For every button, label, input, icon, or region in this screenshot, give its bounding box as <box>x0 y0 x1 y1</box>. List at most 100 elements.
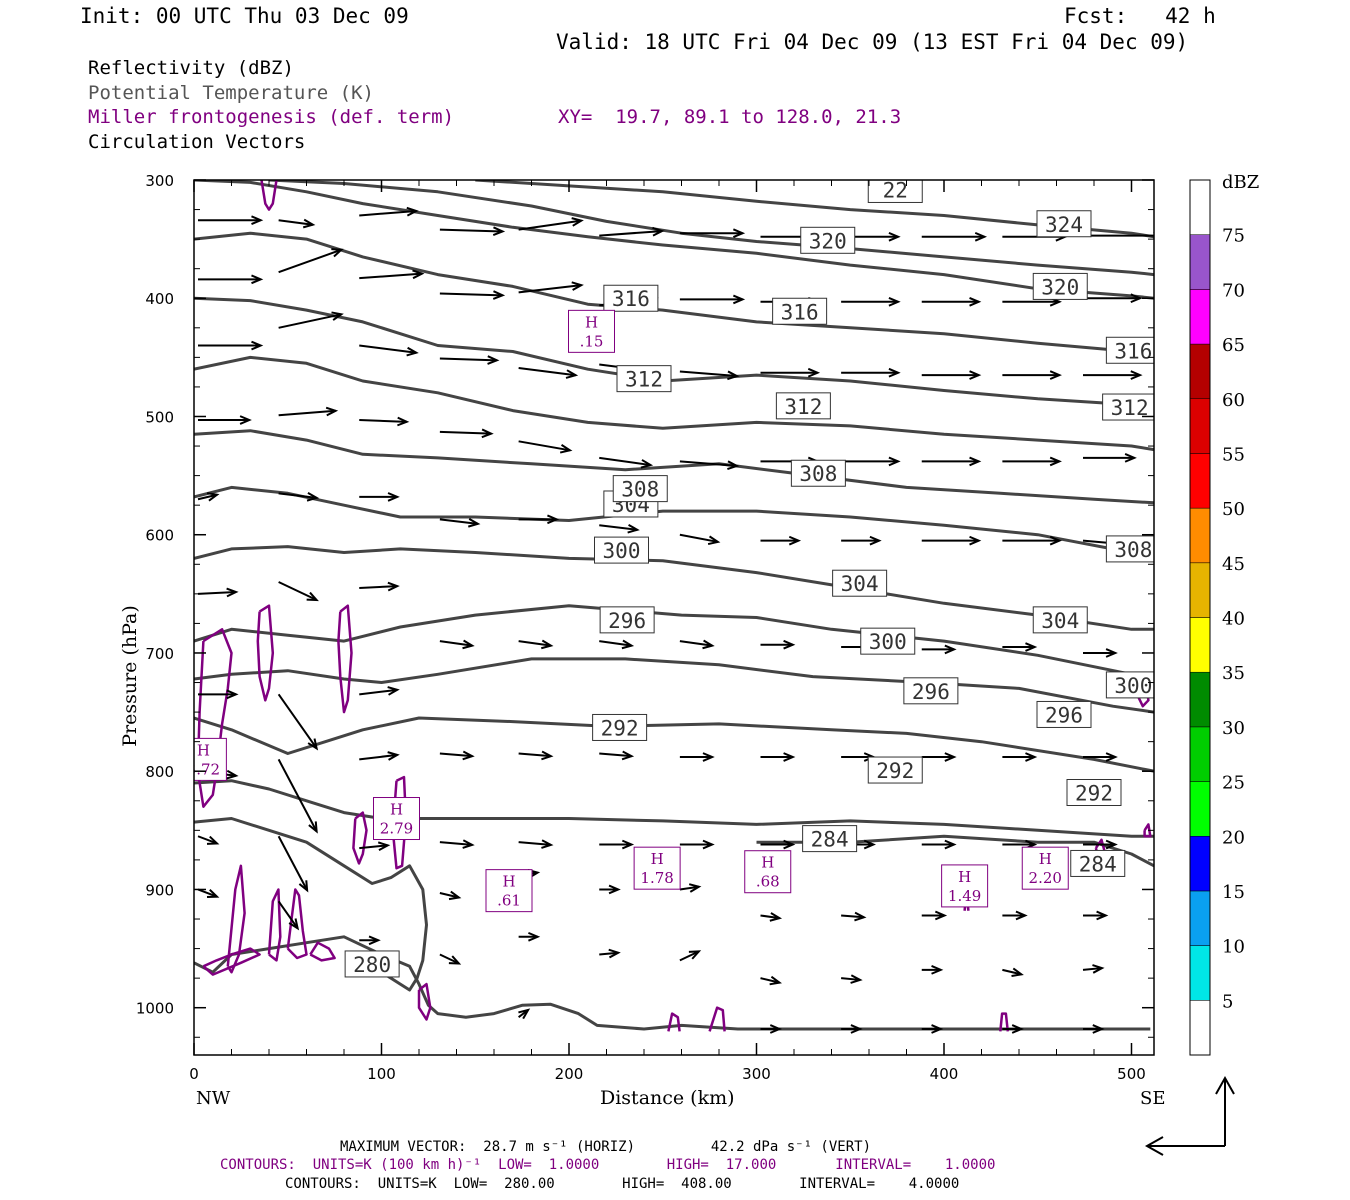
circulation-vector <box>518 1008 531 1020</box>
y-tick-label: 1000 <box>136 1000 174 1018</box>
vector-shaft <box>278 581 318 601</box>
vector-head <box>783 752 796 762</box>
theta-contour-332 <box>268 180 1154 277</box>
vector-head <box>732 228 746 239</box>
y-tick-label: 300 <box>145 172 174 190</box>
circulation-vector <box>760 535 802 546</box>
colorbar-segment <box>1189 617 1211 673</box>
circulation-vector <box>599 639 635 650</box>
vector-head <box>331 311 344 321</box>
colorbar-label: 20 <box>1222 827 1245 848</box>
theta-contour-280 <box>194 935 1151 1031</box>
frontogenesis-max-letter: H <box>761 854 774 872</box>
vector-head <box>1015 910 1028 921</box>
circulation-vector <box>1083 839 1118 850</box>
circulation-vector <box>518 217 584 231</box>
y-tick-label: 800 <box>145 763 174 781</box>
theta-label-box <box>612 475 668 503</box>
theta-label: 320 <box>1032 272 1088 300</box>
vector-head <box>769 1024 783 1034</box>
vector-shaft <box>359 844 388 850</box>
theta-label-text: 304 <box>1041 609 1079 633</box>
vector-shaft <box>277 900 299 929</box>
x-tick-label: 300 <box>742 1065 771 1083</box>
theta-label-box <box>1032 606 1088 634</box>
circulation-vector <box>1002 1024 1024 1034</box>
circulation-vector <box>1083 1024 1105 1034</box>
vector-shaft <box>197 888 218 898</box>
circulation-vector <box>599 456 654 469</box>
circulation-vector <box>679 639 715 650</box>
circulation-vector <box>921 752 957 762</box>
vector-shaft <box>518 219 582 231</box>
circulation-vector <box>359 206 419 217</box>
circulation-vector <box>359 344 419 357</box>
vector-head <box>387 686 400 696</box>
circulation-vector <box>1083 752 1118 762</box>
circulation-vector <box>1002 370 1062 380</box>
vector-shaft <box>760 977 780 984</box>
theta-label: 300 <box>1105 671 1154 699</box>
vector-shaft <box>359 688 398 696</box>
vector-head <box>688 883 702 893</box>
theta-label: 324 <box>1036 210 1092 238</box>
vector-head <box>944 752 957 762</box>
frontogenesis-max-value: 2.20 <box>1029 869 1062 887</box>
circulation-vector <box>679 839 715 850</box>
vector-head <box>863 839 876 850</box>
vector-head <box>888 296 901 307</box>
circulation-vector <box>1002 535 1062 546</box>
circulation-vector <box>518 367 579 379</box>
vector-shaft <box>278 219 313 226</box>
circulation-vector <box>679 752 715 762</box>
vector-shaft <box>359 585 398 589</box>
vector-head <box>783 839 796 850</box>
y-tick-label: 900 <box>145 881 174 899</box>
theta-label-box <box>344 950 400 978</box>
circulation-vector <box>198 274 264 285</box>
x-end-label-left: NW <box>196 1088 231 1109</box>
vector-head <box>931 1024 944 1034</box>
frontogenesis-max-value: .68 <box>756 873 780 891</box>
theta-label-box <box>867 756 923 784</box>
circulation-vector <box>921 370 982 380</box>
vector-key <box>1144 1075 1235 1156</box>
theta-label: 296 <box>903 677 959 705</box>
colorbar-label: 60 <box>1222 390 1245 411</box>
theta-label: 284 <box>802 825 858 853</box>
vector-head <box>931 965 944 975</box>
vector-head <box>640 459 654 469</box>
vector-head <box>226 587 239 598</box>
vector-shaft <box>841 914 865 919</box>
circulation-vector <box>359 751 400 761</box>
vector-head <box>298 880 309 893</box>
vector-shaft <box>277 693 318 749</box>
vector-head <box>969 535 982 546</box>
vector-shaft <box>439 357 497 362</box>
theta-contour-308 <box>194 485 1154 563</box>
circulation-vector <box>599 884 621 895</box>
theta-label-text: 324 <box>1045 213 1083 237</box>
vector-head <box>1124 453 1137 463</box>
vector-head <box>481 428 494 439</box>
field-reflectivity: Reflectivity (dBZ) <box>88 57 294 79</box>
frontogenesis-contour <box>667 1012 681 1032</box>
circulation-vector <box>760 912 783 922</box>
colorbar-segment <box>1189 289 1211 345</box>
theta-label: 300 <box>594 536 649 564</box>
colorbar-label: 15 <box>1222 882 1245 903</box>
plot-frame <box>193 179 1155 1056</box>
frontogenesis-contour <box>267 888 282 962</box>
vector-head <box>888 456 901 467</box>
frontogenesis-max-label: H1.78 <box>633 846 681 890</box>
x-axis-label: Distance (km) <box>600 1087 735 1109</box>
vector-shaft <box>278 492 317 499</box>
colorbar-segment <box>1189 890 1211 946</box>
vector-head <box>934 910 948 921</box>
vector-head <box>1130 370 1143 380</box>
circulation-vector <box>679 533 721 546</box>
theta-contour-304 <box>194 545 1154 631</box>
vector-shaft <box>197 835 218 845</box>
x-tick-label: 200 <box>555 1065 584 1083</box>
circulation-vector <box>278 248 344 274</box>
